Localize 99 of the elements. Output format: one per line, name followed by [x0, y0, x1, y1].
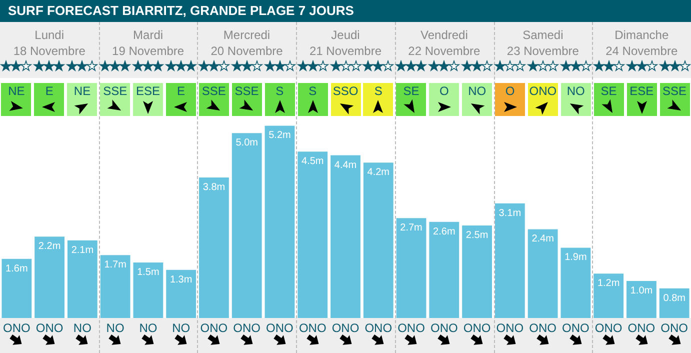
- text: 18 Novembre: [12, 43, 86, 59]
- text: Mardi: [132, 27, 164, 43]
- data-label: 1.7m: [104, 260, 126, 271]
- data-label: 5.2m: [268, 130, 291, 142]
- data-label: 1.9m: [564, 252, 587, 264]
- x-tick-label: ONO: [332, 321, 360, 335]
- x-tick-label: NO: [139, 321, 158, 335]
- bar: [560, 248, 591, 318]
- text: S: [308, 84, 317, 98]
- text: 20 Novembre: [210, 43, 284, 59]
- x-tick-label: ONO: [364, 321, 392, 335]
- text: NO: [468, 84, 486, 98]
- x-tick-label: NO: [172, 321, 190, 335]
- data-label: 2.6m: [433, 226, 456, 238]
- bar: [166, 270, 196, 318]
- x-tick-label: ONO: [398, 321, 425, 335]
- bar: [2, 258, 32, 318]
- bar: [626, 281, 656, 318]
- text: S: [374, 84, 382, 98]
- data-label: 2.5m: [466, 230, 488, 242]
- text: SSE: [103, 84, 128, 98]
- x-tick-label: ONO: [266, 321, 294, 335]
- data-label: 2.1m: [71, 244, 94, 256]
- x-tick-label: ONO: [529, 321, 556, 335]
- bar: [528, 229, 558, 318]
- x-tick-label: ONO: [562, 321, 590, 335]
- text: S: [276, 84, 284, 98]
- data-label: 4.5m: [302, 156, 324, 168]
- text: SSE: [202, 84, 226, 98]
- x-tick-label: ONO: [233, 321, 261, 335]
- text: O: [440, 84, 449, 98]
- bar: [34, 236, 64, 318]
- x-tick-label: ONO: [628, 321, 656, 335]
- text: 21 Novembre: [308, 43, 383, 59]
- bar: [396, 218, 426, 318]
- bar: [330, 155, 360, 318]
- bar: [133, 262, 164, 318]
- text: NO: [566, 84, 585, 98]
- text: SSE: [234, 84, 259, 98]
- text: NE: [74, 84, 91, 98]
- bar: [363, 162, 394, 318]
- bar: [462, 226, 492, 318]
- x-tick-label: ONO: [200, 321, 228, 335]
- data-label: 5.0m: [236, 138, 258, 149]
- x-tick-label: ONO: [463, 321, 491, 335]
- data-label: 0.8m: [663, 292, 686, 304]
- data-label: 4.2m: [367, 167, 390, 178]
- x-tick-label: ONO: [298, 321, 326, 335]
- text: Vendredi: [420, 27, 469, 43]
- text: SSE: [662, 84, 687, 98]
- bar: [659, 288, 690, 318]
- text: Mercredi: [222, 27, 272, 43]
- text: ONO: [529, 84, 557, 98]
- bar: [67, 240, 98, 318]
- x-tick-label: ONO: [660, 321, 688, 335]
- text: O: [505, 84, 515, 98]
- text: Lundi: [34, 27, 66, 43]
- text: ESE: [630, 84, 654, 98]
- data-label: 1.6m: [6, 263, 28, 274]
- data-label: 3.1m: [498, 208, 522, 219]
- bar: [429, 222, 460, 318]
- bar: [199, 177, 229, 318]
- data-label: 1.2m: [597, 278, 620, 290]
- data-label: 4.4m: [334, 160, 357, 171]
- bar: [494, 203, 525, 318]
- text: 23 Novembre: [506, 43, 580, 59]
- text: 22 Novembre: [407, 43, 482, 59]
- text: SSO: [332, 84, 358, 98]
- text: NE: [8, 84, 25, 98]
- data-label: 2.4m: [532, 234, 554, 245]
- text: SE: [600, 84, 617, 98]
- bar: [100, 255, 130, 318]
- data-label: 1.3m: [170, 274, 192, 286]
- text: ESE: [136, 84, 160, 98]
- text: Samedi: [522, 27, 564, 43]
- data-label: 1.5m: [137, 267, 160, 278]
- x-tick-label: ONO: [430, 321, 458, 335]
- x-tick-label: NO: [106, 321, 124, 335]
- text: E: [176, 84, 185, 98]
- x-tick-label: ONO: [2, 321, 30, 335]
- text: SE: [403, 84, 420, 98]
- data-label: 2.7m: [400, 222, 422, 234]
- bar: [232, 133, 262, 318]
- bar: [298, 152, 328, 318]
- x-tick-label: ONO: [496, 321, 524, 335]
- bar: [264, 126, 295, 318]
- x-tick-label: ONO: [36, 321, 64, 335]
- x-tick-label: ONO: [594, 321, 622, 335]
- text: Jeudi: [330, 27, 361, 43]
- text: 19 Novembre: [111, 43, 186, 59]
- text: Dimanche: [614, 27, 670, 43]
- data-label: 2.2m: [38, 241, 61, 252]
- data-label: 1.0m: [630, 286, 653, 297]
- data-label: 3.8m: [202, 182, 226, 193]
- bar: [594, 274, 624, 318]
- text: 24 Novembre: [604, 43, 679, 59]
- x-tick-label: NO: [73, 321, 92, 335]
- text: E: [45, 84, 54, 98]
- chart-title: SURF FORECAST BIARRITZ, GRANDE PLAGE 7 JOURS: [0, 0, 691, 22]
